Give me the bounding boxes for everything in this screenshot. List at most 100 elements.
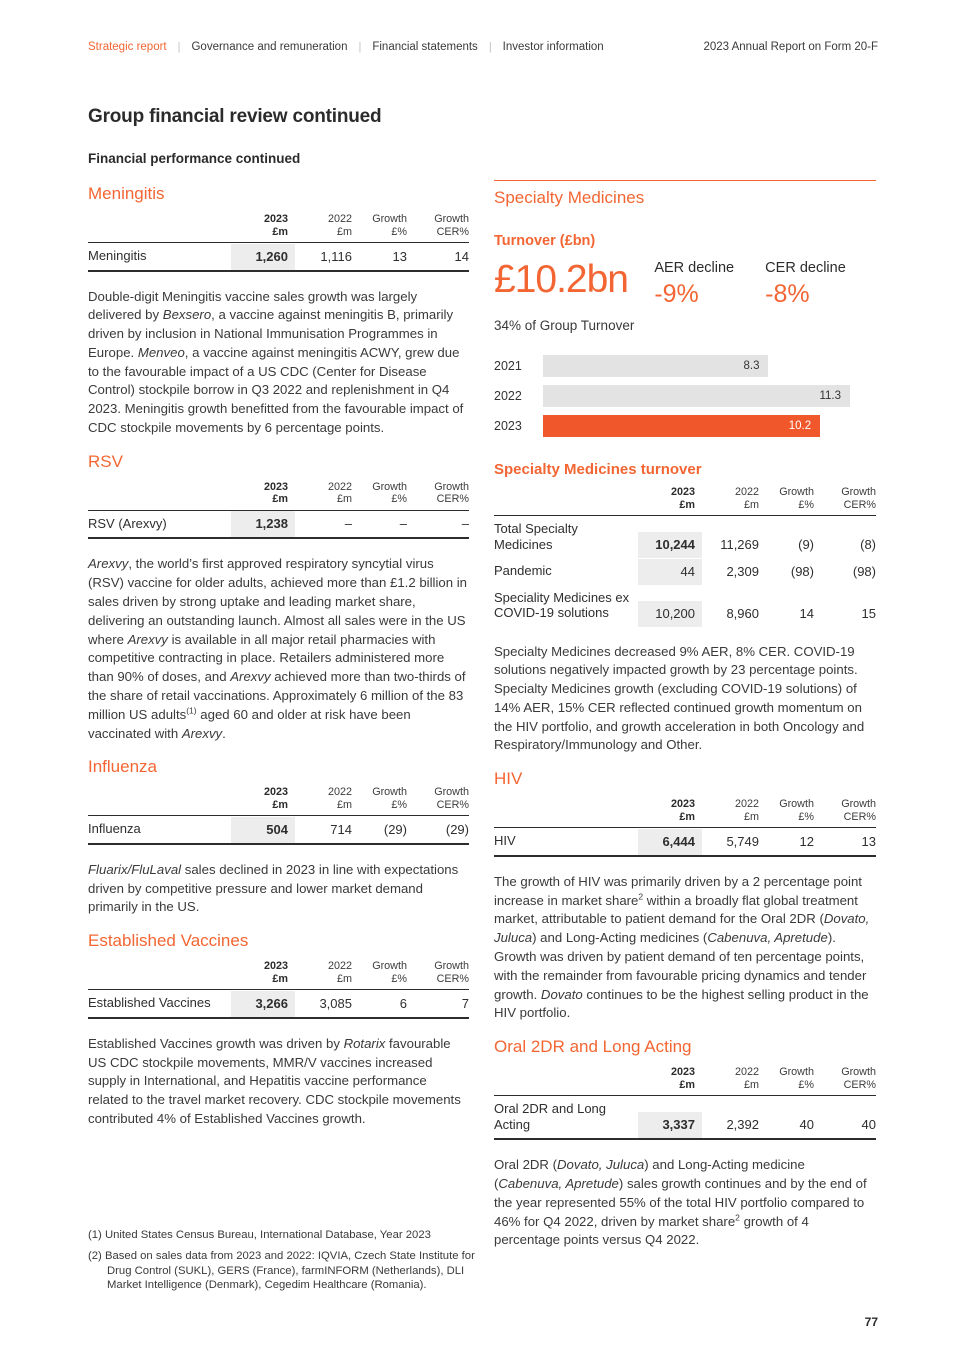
table-row-label: Influenza [88, 821, 141, 837]
influenza-table: 2023 £m 2022 £m Growth £% Growth CER% Influenza 5… [88, 786, 469, 845]
nav-financial-statements[interactable]: Financial statements [372, 41, 478, 53]
table-header-cell: 2022 £m [327, 786, 352, 811]
nav-governance-and-remuneration[interactable]: Governance and remuneration [191, 41, 348, 53]
meningitis-paragraph: Double-digit Meningitis vaccine sales gr… [88, 288, 469, 438]
table-cell: 15 [861, 605, 876, 621]
table-cell: (29) [445, 821, 469, 837]
footnote-1: (1) United States Census Bureau, Interna… [88, 1228, 490, 1243]
cer-decline-value: -8% [765, 280, 810, 308]
text-run: ). Growth was driven by patient demand o… [494, 930, 867, 1002]
turnover-bar-chart: 2021 8.3 2022 11.3 2023 10.2 [494, 355, 876, 437]
table-header-cell: 2022 £m [327, 480, 352, 506]
text-run: Double-digit Meningitis vaccine sales gr… [88, 288, 418, 323]
text-run: within a broadly flat global treatment m… [494, 892, 858, 927]
table-row: Speciality Medicines ex COVID-19 solutio… [494, 585, 876, 627]
table-header-cell: 2022 £m [734, 798, 759, 823]
chart-bar: 8.3 [543, 355, 769, 377]
table-header-cell: 2023 £m [263, 786, 288, 811]
turnover-value: £10.2bn [494, 258, 629, 301]
table-cell: 1,116 [320, 248, 352, 264]
specialty-medicines-heading: Specialty Medicines [494, 188, 645, 207]
aer-decline-label: AER decline [654, 260, 735, 276]
table-cell: 3,266 [231, 990, 295, 1017]
table-row: Oral 2DR and Long Acting 3,337 2,392 40 40 [494, 1096, 876, 1139]
section-meningitis: Meningitis 2023 £m 2022 £m Growth £% Growth CER… [88, 184, 469, 438]
table-cell: (98) [852, 563, 876, 579]
table-header-cell: Growth £% [372, 960, 407, 985]
italic-text: Dovato [540, 986, 583, 1002]
table-cell: 10,244 [638, 532, 702, 558]
table-header-row: 2023 £m 2022 £m Growth £% Growth CER% [88, 213, 469, 243]
table-header-spacer [494, 1091, 638, 1095]
influenza-paragraph: Fluarix/FluLaval sales declined in 2023 … [88, 861, 469, 917]
italic-text: Arexvy [230, 669, 271, 685]
table-cell: (8) [860, 537, 876, 552]
table-cell: 10,200 [638, 600, 702, 627]
table-row: Pandemic 44 2,309 (98) (98) [494, 558, 876, 585]
table-cell: (29) [383, 821, 407, 837]
table-header-row: 2023 £m 2022 £m Growth £% Growth CER% [494, 486, 876, 516]
table-header-cell: Growth CER% [434, 960, 469, 985]
italic-text: Cabenuva, Apretude [498, 1175, 619, 1191]
table-header-cell: 2022 £m [734, 486, 759, 511]
italic-text: Cabenuva, Apretude [707, 930, 828, 946]
table-header-row: 2023 £m 2022 £m Growth £% Growth CER% [88, 786, 469, 817]
table-header-cell: Growth CER% [434, 786, 469, 811]
table-row-label: HIV [494, 833, 516, 849]
table-header-cell: 2023 £m [263, 960, 288, 985]
table-row: Total Specialty Medicines 10,244 11,269 (9)… [494, 516, 876, 558]
table-header-cell: 2022 £m [327, 213, 352, 238]
chart-bar-value: 11.3 [819, 390, 841, 402]
specialty-turnover-table-heading: Specialty Medicines turnover [494, 461, 702, 478]
italic-text: Arexvy [88, 556, 129, 572]
table-cell: 14 [454, 248, 469, 264]
turnover-kpis: £10.2bn AER decline -9% CER decline -8% [494, 259, 876, 309]
table-header-cell: Growth CER% [434, 213, 469, 238]
section-rsv: RSV 2023 £m 2022 £m Growth £% Growth CER% RSV (A… [88, 452, 469, 743]
turnover-label: Turnover (£bn) [494, 233, 596, 249]
chart-bar-value: 8.3 [743, 360, 760, 372]
footnotes: (1) United States Census Bureau, Interna… [88, 1228, 490, 1299]
text-run: The growth of HIV was primarily driven b… [494, 873, 862, 908]
table-header-cell: Growth £% [779, 1066, 814, 1091]
nav-investor-information[interactable]: Investor information [502, 41, 604, 53]
superscript-ref: 2 [735, 1212, 740, 1223]
text-run: ) sales growth continues and by the end … [494, 1175, 867, 1229]
table-header-spacer [494, 823, 638, 827]
table-cell: (9) [798, 537, 814, 552]
section-oral-2dr: Oral 2DR and Long Acting 2023 £m 2022 £m Gro… [494, 1037, 876, 1250]
text-run: ) and Long-Acting medicines ( [532, 930, 708, 946]
table-row-label: Speciality Medicines ex COVID-19 solutio… [494, 589, 630, 621]
chart-year-label: 2021 [494, 359, 522, 373]
text-run: is available in all major retail pharmac… [88, 631, 445, 685]
section-hiv: HIV 2023 £m 2022 £m Growth £% Growth CER% HIV 6,4… [494, 769, 876, 1023]
table-cell: – [399, 516, 407, 532]
nav-separator: | [177, 41, 181, 53]
table-cell: – [344, 516, 352, 532]
table-cell: 5,749 [726, 833, 759, 849]
table-header-row: 2023 £m 2022 £m Growth £% Growth CER% [88, 960, 469, 991]
table-header-cell: 2023 £m [670, 486, 695, 511]
text-run: Oral 2DR ( [494, 1157, 558, 1173]
table-row: Established Vaccines 3,266 3,085 6 7 [88, 990, 469, 1017]
section-divider [494, 180, 876, 181]
table-cell: 2,392 [726, 1117, 759, 1133]
italic-text: Arexvy [127, 631, 168, 647]
content-columns: Meningitis 2023 £m 2022 £m Growth £% Growth CER… [88, 180, 876, 1263]
established-vaccines-table: 2023 £m 2022 £m Growth £% Growth CER% Establishe… [88, 960, 469, 1019]
text-run: aged 60 and older at risk have been vacc… [88, 706, 411, 741]
table-cell: 44 [638, 558, 702, 585]
table-header-cell: 2023 £m [263, 480, 288, 506]
table-row: RSV (Arexvy) 1,238 – – – [88, 511, 469, 538]
table-cell: 40 [799, 1117, 814, 1133]
hiv-heading: HIV [494, 769, 523, 789]
established-vaccines-heading: Established Vaccines [88, 931, 249, 951]
table-header-row: 2023 £m 2022 £m Growth £% Growth CER% [494, 1066, 876, 1097]
table-header-cell: Growth £% [372, 480, 407, 506]
text-run: continues to be the highest selling prod… [494, 986, 869, 1021]
nav-strategic-report[interactable]: Strategic report [88, 41, 167, 53]
superscript-ref: 2 [638, 891, 644, 902]
table-header-cell: 2022 £m [734, 1066, 759, 1091]
rsv-paragraph: Arexvy, the world’s first approved respi… [88, 555, 469, 743]
footnote-text: United States Census Bureau, Internation… [104, 1229, 431, 1241]
